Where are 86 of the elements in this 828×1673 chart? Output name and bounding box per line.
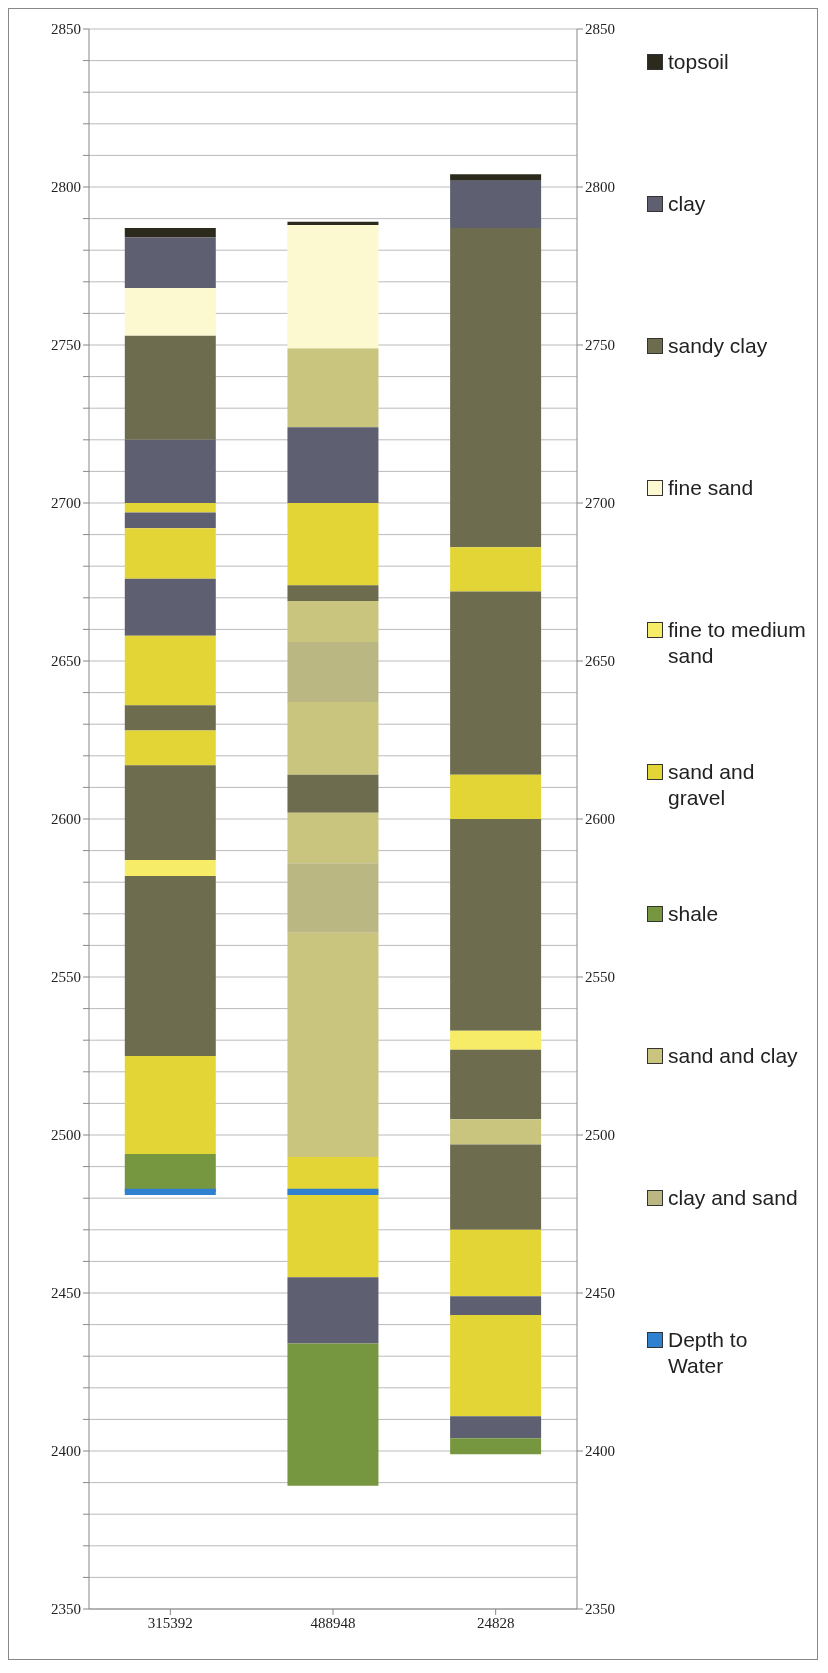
bar <box>124 528 216 579</box>
bar <box>450 174 542 181</box>
y2-tick-label: 2350 <box>585 1601 615 1618</box>
bar <box>450 1416 542 1439</box>
y-tick-label: 2500 <box>51 1127 81 1144</box>
y2-tick-label: 2550 <box>585 969 615 986</box>
bar <box>124 860 216 876</box>
bar <box>287 642 379 703</box>
bar <box>450 1049 542 1120</box>
legend-label: shale <box>668 901 719 927</box>
bar <box>287 221 379 225</box>
bar <box>287 812 379 864</box>
bar <box>124 1153 216 1192</box>
x-tick-label: 488948 <box>310 1614 356 1631</box>
bar <box>450 1144 542 1230</box>
y2-tick-label: 2750 <box>585 337 615 354</box>
bar <box>124 765 216 861</box>
bar <box>287 427 379 503</box>
y-tick-label: 2750 <box>51 337 81 354</box>
bar <box>124 237 216 289</box>
y2-tick-label: 2850 <box>585 21 615 38</box>
y-tick-label: 2550 <box>51 969 81 986</box>
bar <box>124 635 216 706</box>
y-tick-label: 2650 <box>51 653 81 670</box>
legend-label: fine to medium sand <box>668 617 807 669</box>
bar <box>287 503 379 586</box>
bar <box>124 228 216 238</box>
bar <box>124 512 216 529</box>
bar <box>287 774 379 813</box>
bar <box>287 1343 379 1486</box>
y-tick-label: 2800 <box>51 179 81 196</box>
bar <box>450 1315 542 1417</box>
x-tick-label: 24828 <box>476 1614 515 1631</box>
bar <box>124 730 216 766</box>
legend-label: fine sand <box>668 475 754 501</box>
y-tick-label: 2400 <box>51 1443 81 1460</box>
bar <box>124 503 216 513</box>
y2-tick-label: 2700 <box>585 495 615 512</box>
bar <box>450 1119 542 1145</box>
bar <box>287 585 379 601</box>
bar <box>287 348 379 428</box>
bar <box>287 600 379 643</box>
bar <box>124 439 216 503</box>
bar <box>124 875 216 1056</box>
bar <box>287 932 379 1158</box>
legend-label: clay <box>668 191 706 217</box>
bar <box>287 1277 379 1344</box>
bar <box>124 578 216 636</box>
y-tick-label: 2350 <box>51 1601 81 1618</box>
bar <box>287 863 379 933</box>
y-tick-label: 2600 <box>51 811 81 828</box>
x-tick-label: 315392 <box>147 1614 193 1631</box>
legend-label: sand and clay <box>668 1043 798 1069</box>
bar <box>124 1056 216 1154</box>
legend-label: sandy clay <box>668 333 768 359</box>
bar <box>450 774 542 819</box>
y-tick-label: 2450 <box>51 1285 81 1302</box>
legend-label: Depth to Water <box>668 1327 749 1379</box>
bar <box>450 1030 542 1050</box>
bar <box>450 547 542 592</box>
bar <box>124 335 216 440</box>
legend-label: topsoil <box>668 49 729 75</box>
bar <box>450 591 542 775</box>
y2-tick-label: 2650 <box>585 653 615 670</box>
legend-label: sand and gravel <box>668 759 756 811</box>
bar <box>450 1438 542 1455</box>
y-tick-label: 2700 <box>51 495 81 512</box>
legend-label: clay and sand <box>668 1185 798 1211</box>
bar <box>450 180 542 229</box>
y2-tick-label: 2500 <box>585 1127 615 1144</box>
bar <box>287 1188 379 1196</box>
bar <box>450 1296 542 1316</box>
y2-tick-label: 2400 <box>585 1443 615 1460</box>
bar <box>124 288 216 336</box>
bar <box>450 1229 542 1297</box>
bar <box>450 228 542 548</box>
y2-tick-label: 2600 <box>585 811 615 828</box>
y2-tick-label: 2800 <box>585 179 615 196</box>
y-tick-label: 2850 <box>51 21 81 38</box>
bar <box>124 1188 216 1196</box>
bar <box>450 819 542 1031</box>
bar <box>287 702 379 775</box>
bar <box>287 1157 379 1278</box>
bar <box>124 705 216 731</box>
y2-tick-label: 2450 <box>585 1285 615 1302</box>
bar <box>287 224 379 349</box>
